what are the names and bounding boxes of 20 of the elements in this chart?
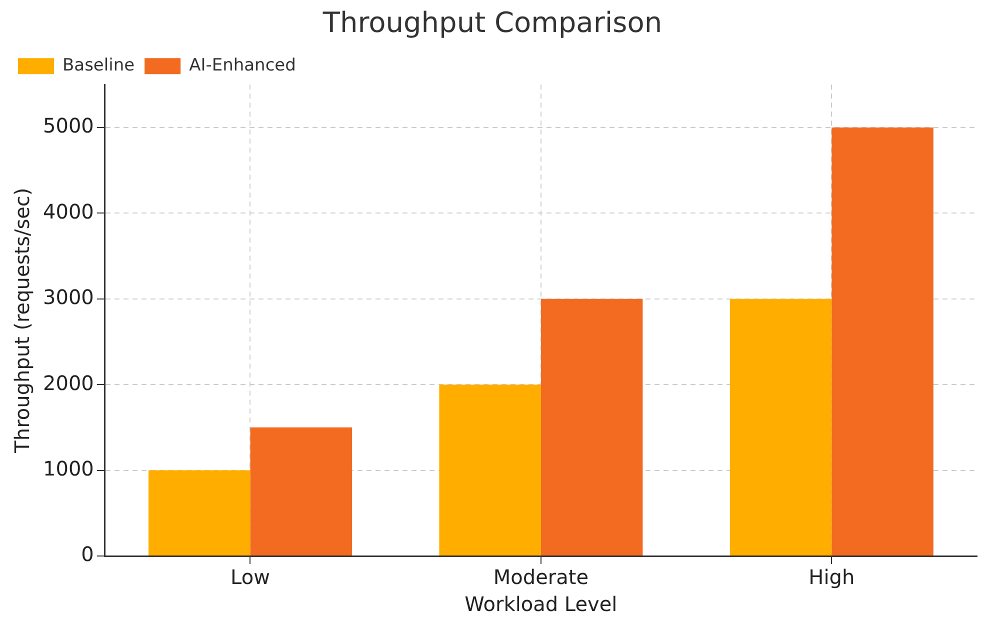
y-axis-title: Throughput (requests/sec) xyxy=(10,188,34,454)
y-tick-label: 1000 xyxy=(42,456,94,480)
chart-title: Throughput Comparison xyxy=(322,6,662,40)
x-axis-title: Workload Level xyxy=(464,592,618,616)
bar xyxy=(439,384,541,556)
bar xyxy=(832,127,934,556)
bar xyxy=(250,427,352,556)
bar xyxy=(730,298,832,556)
legend-label: Baseline xyxy=(62,56,135,76)
y-tick-label: 2000 xyxy=(42,370,94,395)
x-tick-label: High xyxy=(808,565,855,590)
bar xyxy=(148,470,250,556)
legend-label: AI-Enhanced xyxy=(189,56,296,76)
x-tick-label: Moderate xyxy=(493,565,589,590)
bar xyxy=(540,298,643,556)
y-tick-label: 5000 xyxy=(42,114,94,138)
y-tick-label: 4000 xyxy=(42,199,94,224)
y-tick-label: 3000 xyxy=(42,285,94,310)
y-tick-label: 0 xyxy=(81,542,94,566)
x-tick-label: Low xyxy=(230,565,270,590)
